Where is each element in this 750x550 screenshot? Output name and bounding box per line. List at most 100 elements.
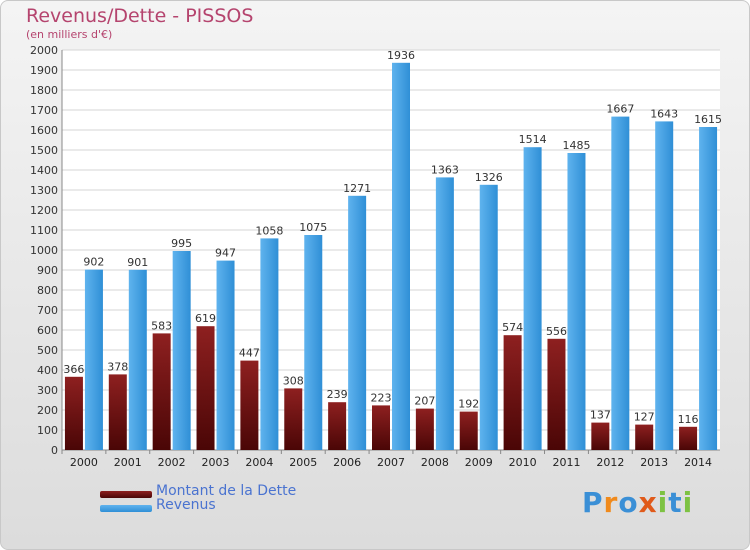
data-label-dette: 556 xyxy=(546,325,567,338)
data-label-revenus: 1615 xyxy=(694,113,722,126)
x-tick-label: 2001 xyxy=(114,456,142,469)
data-label-revenus: 1936 xyxy=(387,49,415,62)
bar-revenus xyxy=(84,269,103,450)
data-label-dette: 378 xyxy=(107,360,128,373)
x-tick-label: 2012 xyxy=(596,456,624,469)
data-label-revenus: 1667 xyxy=(606,103,634,116)
data-label-revenus: 995 xyxy=(171,237,192,250)
data-label-dette: 116 xyxy=(678,413,699,426)
data-label-revenus: 1271 xyxy=(343,182,371,195)
bar-dette xyxy=(108,374,127,450)
x-tick-label: 2007 xyxy=(377,456,405,469)
data-label-revenus: 1643 xyxy=(650,107,678,120)
data-label-revenus: 1363 xyxy=(431,163,459,176)
bar-revenus xyxy=(260,238,279,450)
bar-revenus xyxy=(304,235,323,450)
bar-dette xyxy=(503,335,522,450)
chart-subtitle: (en milliers d'€) xyxy=(26,28,113,41)
data-label-dette: 308 xyxy=(283,374,304,387)
logo-letter: i xyxy=(657,486,669,519)
y-tick-label: 1000 xyxy=(30,244,58,257)
data-label-dette: 137 xyxy=(590,409,611,422)
bar-dette xyxy=(591,422,610,450)
legend-swatch-revenus xyxy=(100,505,152,512)
y-tick-label: 2000 xyxy=(30,44,58,57)
y-tick-label: 900 xyxy=(37,264,58,277)
logo-letter: P xyxy=(582,486,604,519)
bar-revenus xyxy=(479,184,498,451)
x-tick-label: 2010 xyxy=(509,456,537,469)
bar-revenus xyxy=(128,269,147,450)
data-label-dette: 447 xyxy=(239,347,260,360)
legend-swatch-dette xyxy=(100,491,152,498)
x-tick-label: 2006 xyxy=(333,456,361,469)
data-label-revenus: 1485 xyxy=(562,139,590,152)
bar-revenus xyxy=(611,116,630,450)
y-tick-label: 600 xyxy=(37,324,58,337)
bar-revenus xyxy=(523,147,542,450)
logo-letter: t xyxy=(668,486,683,519)
y-tick-label: 100 xyxy=(37,424,58,437)
bar-dette xyxy=(284,388,303,450)
chart-title: Revenus/Dette - PISSOS xyxy=(26,5,254,27)
x-tick-label: 2000 xyxy=(70,456,98,469)
y-tick-label: 1400 xyxy=(30,164,58,177)
y-tick-label: 500 xyxy=(37,344,58,357)
data-label-revenus: 1075 xyxy=(299,221,327,234)
bar-dette xyxy=(64,376,83,450)
y-tick-label: 1800 xyxy=(30,84,58,97)
y-tick-label: 700 xyxy=(37,304,58,317)
y-tick-label: 1700 xyxy=(30,104,58,117)
bar-dette xyxy=(415,408,434,450)
data-label-dette: 223 xyxy=(371,391,392,404)
x-tick-label: 2003 xyxy=(202,456,230,469)
bar-dette xyxy=(372,405,390,450)
y-tick-label: 300 xyxy=(37,384,58,397)
logo-letter: o xyxy=(618,486,639,519)
legend-label-revenus: Revenus xyxy=(156,497,216,513)
data-label-dette: 619 xyxy=(195,312,216,325)
y-tick-label: 800 xyxy=(37,284,58,297)
data-label-dette: 366 xyxy=(63,363,84,376)
bar-revenus xyxy=(392,62,410,451)
data-label-dette: 583 xyxy=(151,319,172,332)
bar-dette xyxy=(459,411,478,450)
legend-label-dette: Montant de la Dette xyxy=(156,483,297,499)
data-label-dette: 207 xyxy=(414,395,435,408)
logo-letter: i xyxy=(682,486,694,519)
proxiti-logo: Proxiti xyxy=(582,486,693,519)
x-tick-label: 2013 xyxy=(640,456,668,469)
x-tick-label: 2004 xyxy=(245,456,273,469)
data-label-revenus: 1514 xyxy=(519,133,547,146)
data-label-revenus: 1326 xyxy=(475,171,503,184)
x-tick-label: 2002 xyxy=(158,456,186,469)
y-tick-label: 1100 xyxy=(30,224,58,237)
bar-revenus xyxy=(699,127,718,450)
bar-dette xyxy=(196,326,215,450)
data-label-dette: 239 xyxy=(327,388,348,401)
bar-dette xyxy=(547,338,566,450)
bar-dette xyxy=(328,402,347,450)
bar-revenus xyxy=(655,121,674,451)
x-tick-label: 2009 xyxy=(465,456,493,469)
data-label-dette: 192 xyxy=(458,398,479,411)
data-label-revenus: 902 xyxy=(83,256,104,269)
x-tick-label: 2014 xyxy=(684,456,712,469)
data-label-revenus: 901 xyxy=(127,256,148,269)
y-tick-label: 1500 xyxy=(30,144,58,157)
bar-revenus xyxy=(435,177,454,450)
y-tick-label: 1600 xyxy=(30,124,58,137)
bar-revenus xyxy=(172,251,191,450)
logo-letter: r xyxy=(603,486,619,519)
y-tick-label: 400 xyxy=(37,364,58,377)
bar-dette xyxy=(152,333,171,450)
y-tick-label: 0 xyxy=(51,444,58,457)
bar-revenus xyxy=(216,260,235,450)
y-tick-label: 1200 xyxy=(30,204,58,217)
bar-dette xyxy=(240,360,259,450)
bar-revenus xyxy=(567,153,586,450)
logo-letter: x xyxy=(638,486,658,519)
data-label-dette: 127 xyxy=(634,411,655,424)
data-label-revenus: 947 xyxy=(215,247,236,260)
